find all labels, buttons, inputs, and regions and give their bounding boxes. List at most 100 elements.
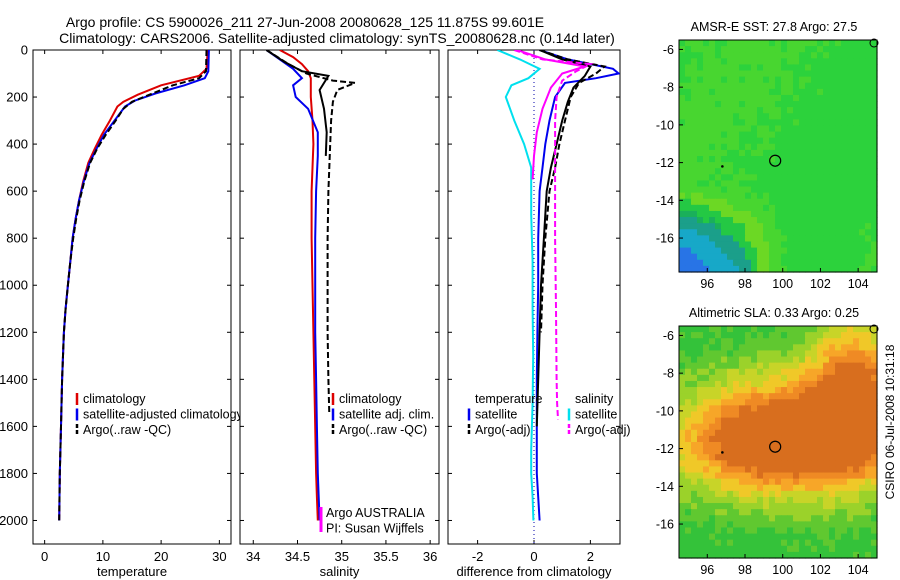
sla-map-cell [799,393,806,400]
sla-map-cell [871,368,878,376]
sla-map-cell [787,387,794,394]
sst-map-cell [847,235,854,243]
sst-map-cell [751,58,758,66]
sla-map-cell [769,454,776,461]
sla-map-cell [685,387,692,394]
sst-map-cell [763,94,770,102]
sst-map-cell [733,52,740,59]
sst-map-cell [715,119,722,127]
sst-map-cell [799,76,806,84]
sla-map-cell [745,490,752,498]
sla-map-cell [739,423,746,431]
sst-map-cell [721,223,728,230]
sla-map-cell [781,545,788,553]
salinity-series-1 [265,50,321,521]
sst-map-cell [739,235,746,243]
sla-map-cell [805,515,812,522]
sst-map-cell [787,162,794,169]
sst-map-cell [847,119,854,127]
sst-map-cell [709,186,716,194]
sla-map-cell [739,527,746,535]
sst-map-cell [787,101,794,108]
sst-map-cell [691,241,698,249]
sla-map-cell [781,350,788,358]
sst-map-cell [769,119,776,127]
sla-map-cell [865,448,872,455]
sst-map-cell [775,223,782,230]
sst-map-cell [811,131,818,139]
sst-map-cell [721,40,728,47]
sla-map-cell [847,417,854,425]
sst-map-cell [823,64,830,72]
sst-map-cell [853,125,860,133]
sst-map-cell [811,223,818,230]
sla-map-cell [781,374,788,382]
sla-map-cell [811,393,818,400]
sst-map-cell [745,162,752,169]
sst-map-cell [763,119,770,127]
sst-map-cell [817,131,824,139]
sla-map-cell [685,374,692,382]
sst-map-cell [823,259,830,267]
sla-map-cell [703,490,710,498]
sst-map-cell [745,113,752,120]
sla-map-cell [871,393,878,400]
sst-map-cell [769,149,776,157]
sla-map-cell [715,374,722,382]
sst-map-cell [703,46,710,53]
sst-map-cell [679,101,686,108]
sla-map-cell [805,417,812,425]
sla-map-cell [871,509,878,516]
sst-map-cell [715,162,722,169]
sla-map-cell [679,380,686,388]
sla-map-cell [841,429,848,437]
sla-map-cell [811,399,818,406]
sla-map-cell [721,466,728,474]
sla-map-cell [799,332,806,339]
sst-map-ytick-label: -8 [663,81,674,95]
sla-map-cell [865,490,872,498]
sst-map-cell [805,58,812,66]
sst-map-cell [733,162,740,169]
sst-map-cell [679,58,686,66]
sst-map-cell [703,217,710,224]
sla-map-cell [745,411,752,419]
sla-map-cell [715,387,722,394]
sla-map-cell [727,393,734,400]
sla-map-cell [679,521,686,529]
sla-map-cell [697,405,704,413]
sst-map-cell [745,210,752,218]
sla-map-cell [775,326,782,333]
sst-map-cell [691,52,698,59]
sst-map-cell [751,88,758,96]
sla-map-cell [745,368,752,376]
sst-map-cell [769,204,776,212]
sst-map-cell [781,101,788,108]
sst-map-cell [871,265,878,273]
sst-map-cell [841,265,848,273]
sst-map-cell [823,204,830,212]
sst-map-cell [697,180,704,188]
sst-map-cell [679,131,686,139]
sla-map-cell [709,374,716,382]
sst-map-cell [709,52,716,59]
sst-map-cell [691,131,698,139]
sla-map-cell [697,387,704,394]
sla-map-cell [721,478,728,486]
sst-map-cell [799,235,806,243]
sla-map-cell [787,417,794,425]
sst-map-cell [871,241,878,249]
sst-map-cell [817,174,824,182]
sla-map-cell [775,503,782,510]
sst-map-cell [805,186,812,194]
sst-map-cell [799,40,806,47]
sla-map-cell [817,405,824,413]
sst-map-cell [769,40,776,47]
sla-map-cell [817,417,824,425]
sla-map-cell [733,484,740,492]
sst-map-cell [817,241,824,249]
sst-map-cell [793,247,800,255]
sst-map-cell [775,131,782,139]
sla-map-cell [853,503,860,510]
sst-map-cell [823,131,830,139]
